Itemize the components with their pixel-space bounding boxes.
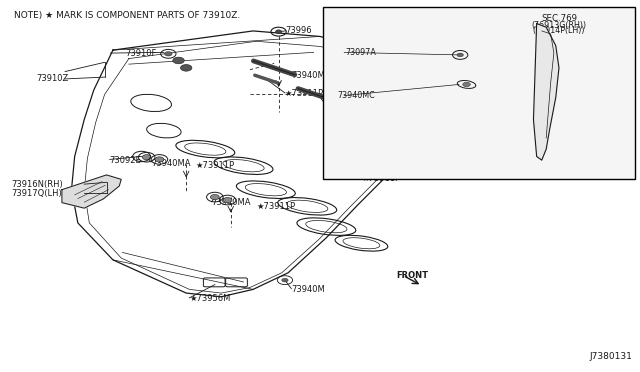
Text: ★73911P: ★73911P bbox=[256, 202, 296, 211]
Text: 73940MB: 73940MB bbox=[291, 71, 331, 80]
Text: (76913G(RH)): (76913G(RH)) bbox=[531, 20, 586, 30]
Text: 73917Q(LH): 73917Q(LH) bbox=[11, 189, 61, 198]
Circle shape bbox=[275, 30, 282, 33]
Text: ★73911P: ★73911P bbox=[196, 161, 235, 170]
Text: 73940MA: 73940MA bbox=[212, 198, 251, 207]
Text: 73940MA: 73940MA bbox=[151, 159, 191, 169]
Text: 73910F: 73910F bbox=[125, 49, 157, 58]
Circle shape bbox=[223, 198, 232, 203]
Circle shape bbox=[155, 157, 164, 162]
Circle shape bbox=[211, 195, 220, 200]
Text: 73940MB: 73940MB bbox=[333, 111, 372, 121]
Circle shape bbox=[180, 64, 192, 71]
Text: J7380131: J7380131 bbox=[589, 352, 632, 361]
Bar bbox=[323, 7, 636, 179]
Text: ★73911P: ★73911P bbox=[362, 174, 401, 183]
Polygon shape bbox=[534, 23, 559, 160]
Text: NOTE) ★ MARK IS COMPONENT PARTS OF 73910Z.: NOTE) ★ MARK IS COMPONENT PARTS OF 73910… bbox=[14, 11, 241, 20]
Polygon shape bbox=[62, 175, 121, 208]
Circle shape bbox=[164, 52, 172, 56]
Text: 73910Z: 73910Z bbox=[36, 74, 68, 83]
Circle shape bbox=[173, 57, 184, 64]
Text: 73940M: 73940M bbox=[291, 285, 325, 294]
Circle shape bbox=[282, 278, 288, 282]
Text: SEC.769: SEC.769 bbox=[541, 14, 577, 23]
Text: ★73911P: ★73911P bbox=[285, 89, 324, 98]
Text: 73097A: 73097A bbox=[346, 48, 376, 57]
Text: 73996: 73996 bbox=[285, 26, 312, 35]
Text: 73092E: 73092E bbox=[109, 155, 141, 165]
Circle shape bbox=[142, 155, 151, 160]
Circle shape bbox=[457, 53, 463, 57]
Text: 73916N(RH): 73916N(RH) bbox=[11, 180, 63, 189]
Circle shape bbox=[463, 82, 470, 87]
Text: ★73956M: ★73956M bbox=[189, 294, 231, 303]
Text: (76914P(LH)): (76914P(LH)) bbox=[532, 26, 585, 35]
Text: 73940MC: 73940MC bbox=[337, 91, 375, 100]
Text: FRONT: FRONT bbox=[396, 271, 428, 280]
